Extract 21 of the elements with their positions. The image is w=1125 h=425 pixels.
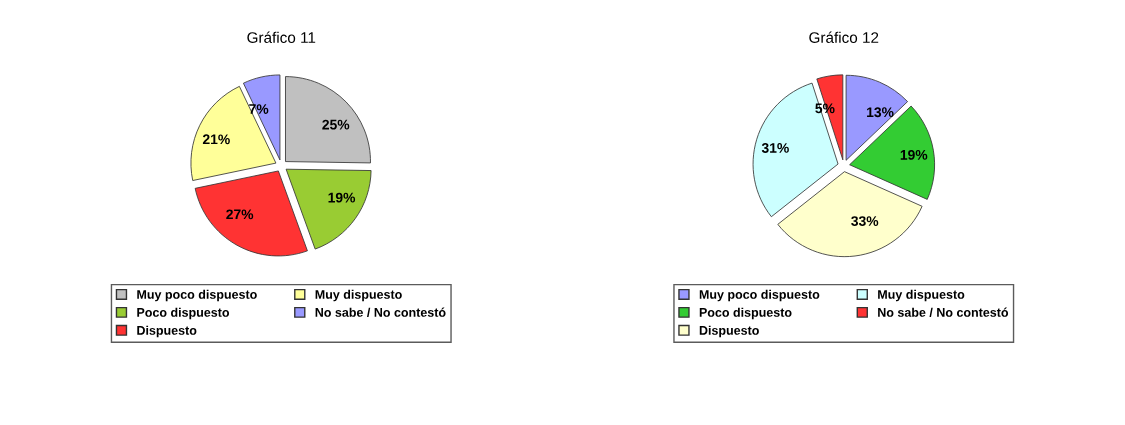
legend-label: No sabe / No contestó xyxy=(315,307,446,317)
legend-label: Dispuesto xyxy=(137,325,197,338)
data-label: 33% xyxy=(851,216,879,227)
data-label: 31% xyxy=(761,143,789,153)
chart-title: Gráfico 12 xyxy=(809,31,879,43)
legend-label: No sabe / No contestó xyxy=(878,307,1009,317)
legend-label: Muy dispuesto xyxy=(315,289,402,302)
legend-label: Muy dispuesto xyxy=(878,289,965,302)
legend-label: Poco dispuesto xyxy=(699,307,792,320)
data-label: 19% xyxy=(900,149,928,160)
data-label: 27% xyxy=(226,209,254,220)
legend-label: Muy poco dispuesto xyxy=(699,289,820,302)
legend-label: Dispuesto xyxy=(699,325,759,338)
data-label: 13% xyxy=(867,107,894,118)
legend-label: Muy poco dispuesto xyxy=(137,289,257,302)
chart-title: Gráfico 11 xyxy=(247,31,316,43)
data-label: 19% xyxy=(328,192,356,203)
data-label: 5% xyxy=(815,103,835,114)
legend-label: Poco dispuesto xyxy=(137,307,230,320)
data-label: 21% xyxy=(202,134,230,145)
data-label: 25% xyxy=(322,119,350,130)
